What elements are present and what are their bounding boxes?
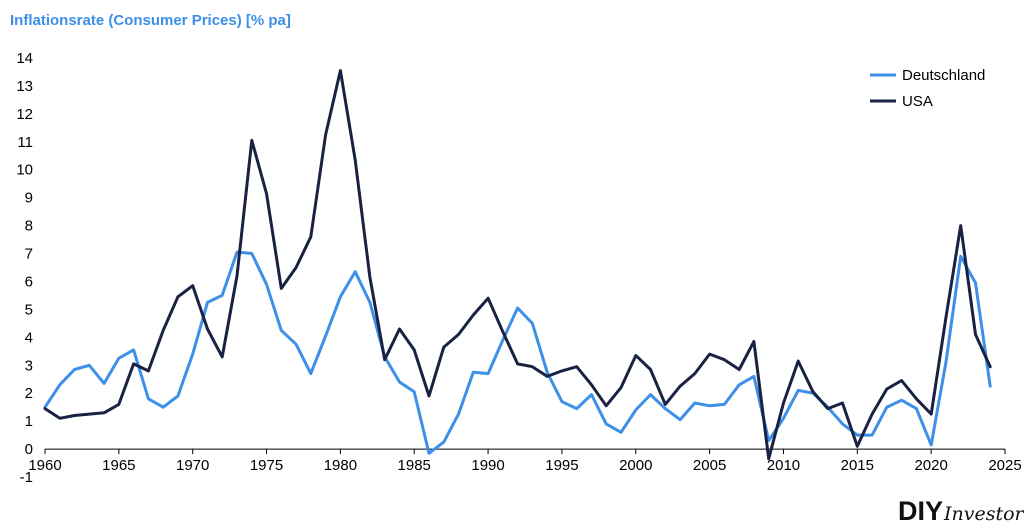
chart-title: Inflationsrate (Consumer Prices) [% pa] [10, 12, 291, 29]
series-line-deutschland [43, 250, 992, 455]
legend: Deutschland USA [870, 67, 985, 110]
logo-text-investor: Investor [944, 503, 1024, 525]
y-tick-label: 4 [25, 329, 33, 346]
y-tick-label: 14 [16, 50, 33, 67]
x-tick-label: 2015 [841, 457, 874, 474]
y-tick-label: 10 [16, 162, 33, 179]
series-line-usa [43, 69, 992, 461]
x-axis: 1960 1965 1970 1975 1980 1985 1990 1995 2000 2005… [28, 448, 1022, 474]
x-tick-label: 1965 [102, 457, 135, 474]
x-tick-label: 1995 [545, 457, 578, 474]
legend-label-usa: USA [902, 93, 933, 110]
x-tick-label: 1980 [324, 457, 357, 474]
y-tick-label: 9 [25, 190, 33, 207]
y-tick-label: 1 [25, 413, 33, 430]
x-tick-label: 1985 [398, 457, 431, 474]
x-tick-label: 2010 [767, 457, 800, 474]
x-tick-label: 2025 [988, 457, 1021, 474]
x-tick-label: 2005 [693, 457, 726, 474]
logo-text-diy: DIY [898, 496, 944, 526]
y-tick-label: 5 [25, 301, 33, 318]
y-tick-label: 8 [25, 218, 33, 235]
y-tick-label: -1 [20, 469, 33, 486]
y-tick-label: 0 [25, 441, 33, 458]
x-tick-label: 1960 [28, 457, 61, 474]
series-layer [43, 69, 992, 461]
x-tick-label: 2020 [914, 457, 947, 474]
y-tick-label: 12 [16, 106, 33, 123]
legend-label-deutschland: Deutschland [902, 67, 985, 84]
x-tick-label: 2000 [619, 457, 652, 474]
diy-investor-logo: DIYInvestor [898, 496, 1024, 532]
x-tick-label: 1975 [250, 457, 283, 474]
y-tick-label: 13 [16, 78, 33, 95]
y-tick-label: 6 [25, 273, 33, 290]
y-tick-label: 3 [25, 357, 33, 374]
x-tick-label: 1990 [471, 457, 504, 474]
y-tick-label: 2 [25, 385, 33, 402]
y-tick-label: 11 [17, 134, 33, 151]
x-tick-label: 1970 [176, 457, 209, 474]
y-tick-label: 7 [25, 246, 33, 263]
